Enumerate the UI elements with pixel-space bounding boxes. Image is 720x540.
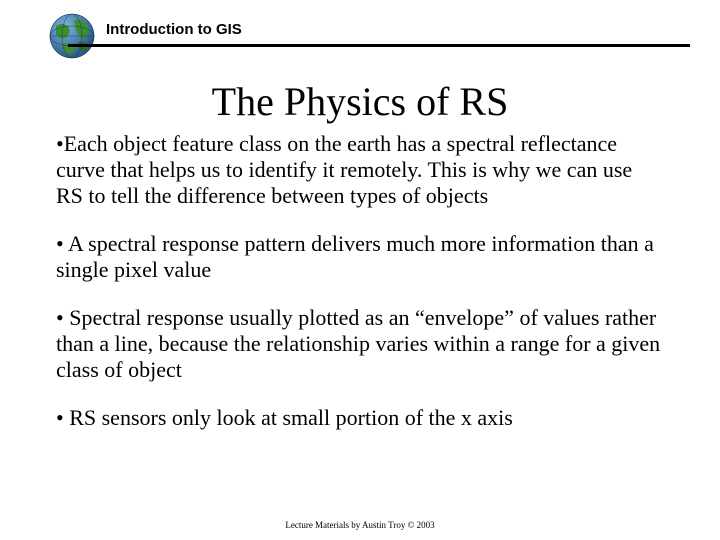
bullet-item: • Spectral response usually plotted as a… (56, 305, 664, 383)
header-underline (68, 44, 690, 47)
bullet-item: • RS sensors only look at small portion … (56, 405, 664, 431)
bullet-item: • A spectral response pattern delivers m… (56, 231, 664, 283)
bullet-item: •Each object feature class on the earth … (56, 131, 664, 209)
course-title: Introduction to GIS (106, 21, 242, 38)
slide-header: Introduction to GIS (0, 0, 720, 60)
globe-icon (48, 12, 96, 60)
footer-credit: Lecture Materials by Austin Troy © 2003 (0, 520, 720, 530)
slide-body: •Each object feature class on the earth … (0, 125, 720, 431)
slide-title: The Physics of RS (0, 78, 720, 125)
